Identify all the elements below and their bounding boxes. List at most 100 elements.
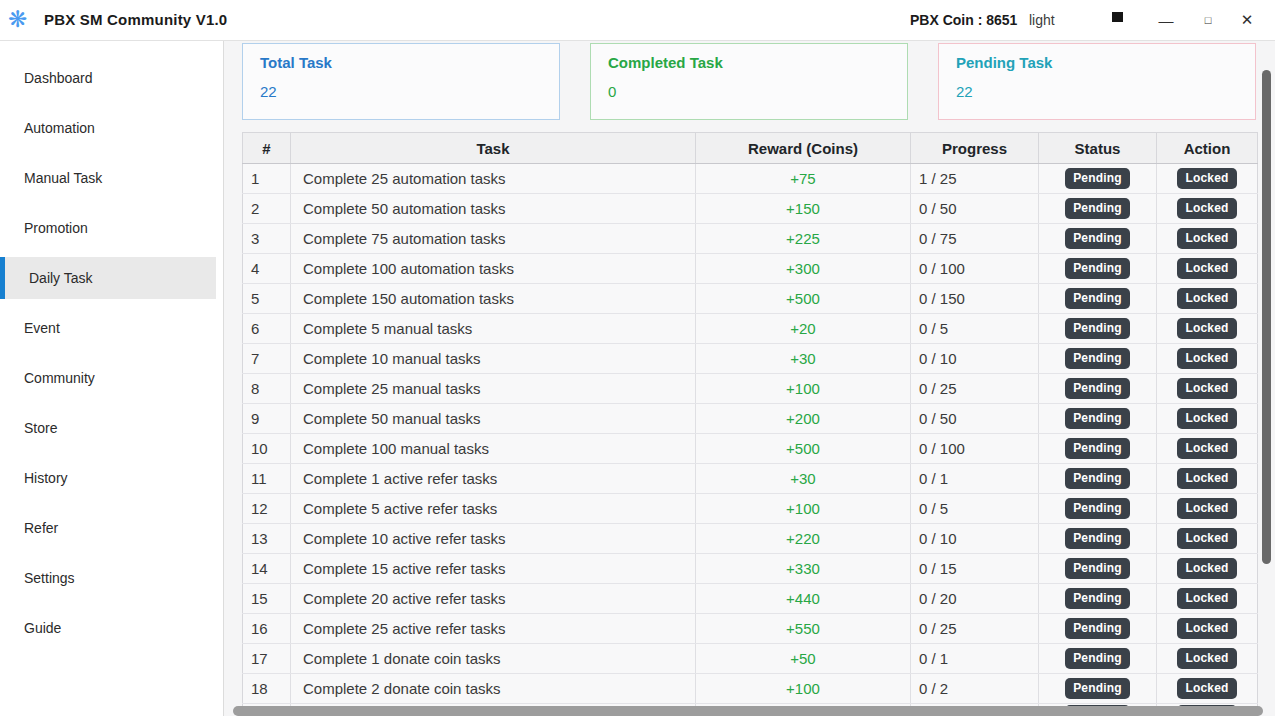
locked-action-button[interactable]: Locked xyxy=(1177,558,1236,579)
locked-action-button[interactable]: Locked xyxy=(1177,618,1236,639)
vertical-scrollbar[interactable] xyxy=(1262,70,1271,564)
sidebar-item-daily-task[interactable]: Daily Task xyxy=(0,257,216,299)
completed-task-card: Completed Task 0 xyxy=(590,43,908,120)
card-value: 22 xyxy=(956,83,1238,100)
progress-cell: 0 / 1 xyxy=(911,644,1039,674)
row-number: 8 xyxy=(243,374,291,404)
sidebar-item-label: Event xyxy=(24,320,60,336)
theme-selector[interactable]: light xyxy=(1029,12,1055,28)
row-number: 2 xyxy=(243,194,291,224)
table-row: 11Complete 1 active refer tasks+300 / 1P… xyxy=(243,464,1258,494)
sidebar-item-settings[interactable]: Settings xyxy=(0,557,223,599)
progress-cell: 0 / 10 xyxy=(911,344,1039,374)
locked-action-button[interactable]: Locked xyxy=(1177,378,1236,399)
task-cell: Complete 75 automation tasks xyxy=(291,224,696,254)
app-title: PBX SM Community V1.0 xyxy=(44,11,227,28)
pending-task-card: Pending Task 22 xyxy=(938,43,1256,120)
reward-cell: +440 xyxy=(696,584,911,614)
status-cell: Pending xyxy=(1039,344,1157,374)
status-badge: Pending xyxy=(1065,408,1130,429)
status-cell: Pending xyxy=(1039,164,1157,194)
locked-action-button[interactable]: Locked xyxy=(1177,648,1236,669)
status-cell: Pending xyxy=(1039,254,1157,284)
locked-action-button[interactable]: Locked xyxy=(1177,498,1236,519)
reward-cell: +300 xyxy=(696,254,911,284)
sidebar-item-dashboard[interactable]: Dashboard xyxy=(0,57,223,99)
task-cell: Complete 5 manual tasks xyxy=(291,314,696,344)
row-number: 3 xyxy=(243,224,291,254)
reward-cell: +75 xyxy=(696,164,911,194)
status-cell: Pending xyxy=(1039,284,1157,314)
maximize-icon[interactable]: □ xyxy=(1187,0,1229,40)
task-cell: Complete 100 automation tasks xyxy=(291,254,696,284)
table-row: 9Complete 50 manual tasks+2000 / 50Pendi… xyxy=(243,404,1258,434)
table-row: 18Complete 2 donate coin tasks+1000 / 2P… xyxy=(243,674,1258,704)
row-number: 18 xyxy=(243,674,291,704)
locked-action-button[interactable]: Locked xyxy=(1177,468,1236,489)
status-badge: Pending xyxy=(1065,678,1130,699)
action-cell: Locked xyxy=(1157,194,1258,224)
row-number: 9 xyxy=(243,404,291,434)
locked-action-button[interactable]: Locked xyxy=(1177,588,1236,609)
action-cell: Locked xyxy=(1157,374,1258,404)
locked-action-button[interactable]: Locked xyxy=(1177,288,1236,309)
table-row: 12Complete 5 active refer tasks+1000 / 5… xyxy=(243,494,1258,524)
locked-action-button[interactable]: Locked xyxy=(1177,438,1236,459)
row-number: 6 xyxy=(243,314,291,344)
task-cell: Complete 50 automation tasks xyxy=(291,194,696,224)
reward-cell: +150 xyxy=(696,194,911,224)
action-cell: Locked xyxy=(1157,674,1258,704)
locked-action-button[interactable]: Locked xyxy=(1177,408,1236,429)
status-badge: Pending xyxy=(1065,498,1130,519)
action-cell: Locked xyxy=(1157,404,1258,434)
status-cell: Pending xyxy=(1039,644,1157,674)
table-row: 15Complete 20 active refer tasks+4400 / … xyxy=(243,584,1258,614)
sidebar-item-store[interactable]: Store xyxy=(0,407,223,449)
sidebar-item-guide[interactable]: Guide xyxy=(0,607,223,649)
locked-action-button[interactable]: Locked xyxy=(1177,318,1236,339)
sidebar-item-community[interactable]: Community xyxy=(0,357,223,399)
progress-cell: 0 / 15 xyxy=(911,554,1039,584)
locked-action-button[interactable]: Locked xyxy=(1177,348,1236,369)
status-cell: Pending xyxy=(1039,374,1157,404)
status-badge: Pending xyxy=(1065,198,1130,219)
reward-cell: +30 xyxy=(696,464,911,494)
progress-cell: 0 / 50 xyxy=(911,404,1039,434)
horizontal-scrollbar[interactable] xyxy=(233,706,1263,716)
locked-action-button[interactable]: Locked xyxy=(1177,678,1236,699)
status-badge: Pending xyxy=(1065,228,1130,249)
status-cell: Pending xyxy=(1039,494,1157,524)
close-icon[interactable]: ✕ xyxy=(1226,0,1268,40)
table-row: 17Complete 1 donate coin tasks+500 / 1Pe… xyxy=(243,644,1258,674)
sidebar-item-label: Guide xyxy=(24,620,61,636)
status-cell: Pending xyxy=(1039,584,1157,614)
minimize-icon[interactable]: — xyxy=(1145,0,1187,40)
row-number: 13 xyxy=(243,524,291,554)
table-row: 5Complete 150 automation tasks+5000 / 15… xyxy=(243,284,1258,314)
locked-action-button[interactable]: Locked xyxy=(1177,258,1236,279)
sidebar-item-event[interactable]: Event xyxy=(0,307,223,349)
sidebar-item-promotion[interactable]: Promotion xyxy=(0,207,223,249)
row-number: 1 xyxy=(243,164,291,194)
sidebar-item-manual-task[interactable]: Manual Task xyxy=(0,157,223,199)
table-row: 6Complete 5 manual tasks+200 / 5PendingL… xyxy=(243,314,1258,344)
progress-cell: 0 / 50 xyxy=(911,194,1039,224)
table-row: 13Complete 10 active refer tasks+2200 / … xyxy=(243,524,1258,554)
table-row: 16Complete 25 active refer tasks+5500 / … xyxy=(243,614,1258,644)
reward-cell: +100 xyxy=(696,374,911,404)
sidebar-item-label: Manual Task xyxy=(24,170,102,186)
status-badge: Pending xyxy=(1065,318,1130,339)
action-cell: Locked xyxy=(1157,584,1258,614)
progress-cell: 0 / 100 xyxy=(911,254,1039,284)
sidebar-item-history[interactable]: History xyxy=(0,457,223,499)
task-cell: Complete 100 manual tasks xyxy=(291,434,696,464)
locked-action-button[interactable]: Locked xyxy=(1177,198,1236,219)
task-cell: Complete 25 manual tasks xyxy=(291,374,696,404)
locked-action-button[interactable]: Locked xyxy=(1177,528,1236,549)
sidebar-item-automation[interactable]: Automation xyxy=(0,107,223,149)
locked-action-button[interactable]: Locked xyxy=(1177,168,1236,189)
row-number: 16 xyxy=(243,614,291,644)
locked-action-button[interactable]: Locked xyxy=(1177,228,1236,249)
table-row: 1Complete 25 automation tasks+751 / 25Pe… xyxy=(243,164,1258,194)
sidebar-item-refer[interactable]: Refer xyxy=(0,507,223,549)
